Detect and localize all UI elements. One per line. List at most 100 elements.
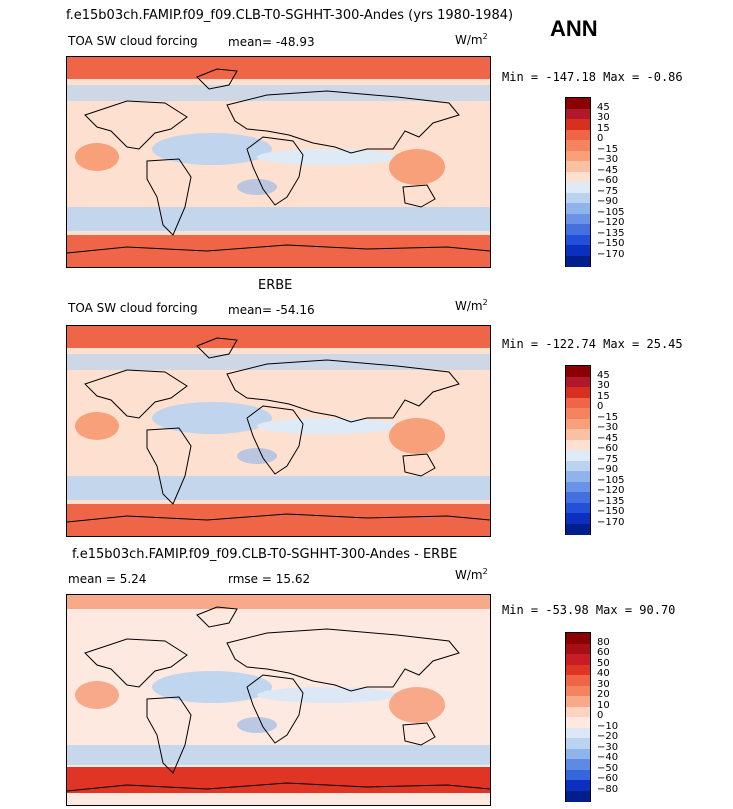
panel3-minmax: Min = -53.98 Max = 90.70 [502, 603, 676, 617]
colorbar-tick-label: 50 [597, 657, 610, 669]
coastline-path [84, 638, 188, 688]
colorbar-swatch [566, 129, 590, 141]
colorbar-swatch [566, 450, 590, 461]
colorbar-tick-label: −10 [597, 720, 619, 732]
season-label: ANN [550, 16, 598, 41]
colorbar-swatch [566, 481, 590, 493]
colorbar-swatch [566, 643, 590, 655]
coastline-path [196, 606, 238, 628]
coastline-path [226, 359, 460, 423]
colorbar-tick-label: −60 [597, 443, 619, 454]
map-band-southern-ocean [67, 504, 490, 536]
panel2-field-label: TOA SW cloud forcing [68, 301, 198, 315]
colorbar-tick-label: 20 [597, 689, 610, 700]
map-band-southern-storm [67, 476, 490, 500]
colorbar-tick-label: −45 [597, 164, 619, 176]
panel2-minmax: Min = -122.74 Max = 25.45 [502, 337, 683, 351]
map-blob-stratocumulus [389, 418, 445, 454]
colorbar-tick-label: −45 [597, 432, 619, 444]
map-band-southern-storm [67, 745, 490, 765]
colorbar-swatch [566, 98, 590, 109]
panel3-map-svg [67, 595, 490, 805]
colorbar-swatch [566, 376, 590, 388]
panel2-map-svg [67, 326, 490, 536]
coastline-antarctica [67, 513, 490, 523]
colorbar-tick-label: −30 [597, 741, 619, 753]
colorbar-swatch [566, 748, 590, 760]
coastlines [84, 337, 460, 505]
colorbar-tick-label: −40 [597, 752, 619, 763]
colorbar-tick-label: 40 [597, 668, 610, 679]
colorbar-swatch [566, 150, 590, 162]
colorbar-tick-label: 0 [597, 133, 604, 144]
map-band-northern-storm [67, 85, 490, 101]
panel2-units: W/m2 [455, 298, 488, 313]
coastline-antarctica [67, 782, 490, 792]
colorbar-tick-label: −150 [597, 506, 625, 517]
colorbar-swatch [566, 492, 590, 503]
colorbar-swatch [566, 429, 590, 440]
map-band-southern-ocean [67, 767, 490, 793]
colorbar-tick-label: −170 [597, 516, 625, 528]
panel3-map [66, 594, 491, 806]
colorbar-swatch [566, 203, 590, 214]
colorbar-swatch [566, 161, 590, 172]
colorbar-swatch [566, 685, 590, 697]
colorbar-swatch [566, 171, 590, 183]
colorbar-tick-label: 30 [597, 380, 610, 391]
map-blob-itcz [257, 149, 397, 165]
colorbar-tick-label: 30 [597, 112, 610, 123]
coastline-path [146, 427, 192, 505]
colorbar-swatch [566, 460, 590, 472]
colorbar-tick-label: −30 [597, 422, 619, 433]
colorbar-tick-label: −105 [597, 206, 625, 218]
coastline-path [402, 453, 436, 477]
colorbar-swatch [566, 633, 590, 644]
map-band-arctic [67, 595, 490, 609]
map-blob-warm-pool [152, 402, 272, 434]
colorbar-swatch [566, 224, 590, 235]
colorbar-swatch [566, 654, 590, 665]
colorbar-tick-label: −120 [597, 217, 625, 228]
colorbar-tick-label: −20 [597, 731, 619, 742]
colorbar-tick-label: 15 [597, 122, 610, 134]
colorbar-tick-label: 45 [597, 369, 610, 381]
map-blob-africa [75, 681, 119, 709]
panel1-map [66, 56, 491, 268]
colorbar-swatch [566, 397, 590, 409]
coastline-path [84, 100, 188, 150]
figure-title: f.e15b03ch.FAMIP.f09_f09.CLB-T0-SGHHT-30… [66, 8, 514, 23]
panel1-mean: mean= -48.93 [228, 35, 315, 49]
coastline-path [402, 722, 436, 746]
colorbar-swatch [566, 418, 590, 430]
panel3-colorbar [565, 632, 591, 802]
colorbar-tick-label: 45 [597, 101, 610, 113]
coastline-path [246, 136, 304, 206]
colorbar-swatch [566, 664, 590, 676]
colorbar-tick-label: −120 [597, 485, 625, 496]
colorbar-swatch [566, 790, 590, 802]
colorbar-tick-label: −135 [597, 227, 625, 239]
colorbar-tick-label: −30 [597, 154, 619, 165]
coastline-path [146, 696, 192, 774]
panel2-heading: ERBE [258, 278, 293, 293]
colorbar-tick-label: −80 [597, 783, 619, 795]
colorbar-tick-label: −150 [597, 238, 625, 249]
map-blob-itcz [257, 687, 397, 703]
colorbar-tick-label: −75 [597, 185, 619, 197]
map-blob-indian [237, 179, 277, 195]
colorbar-tick-label: −60 [597, 773, 619, 784]
map-band-arctic [67, 57, 490, 79]
colorbar-tick-label: −105 [597, 474, 625, 486]
colorbar-swatch [566, 234, 590, 246]
colorbar-swatch [566, 738, 590, 749]
colorbar-tick-label: 15 [597, 390, 610, 402]
colorbar-swatch [566, 696, 590, 707]
colorbar-swatch [566, 759, 590, 770]
colorbar-swatch [566, 255, 590, 267]
panel3-rmse: rmse = 15.62 [228, 572, 311, 586]
colorbar-tick-label: −15 [597, 143, 619, 155]
colorbar-tick-label: −90 [597, 464, 619, 475]
coastline-path [246, 674, 304, 744]
colorbar-swatch [566, 245, 590, 256]
